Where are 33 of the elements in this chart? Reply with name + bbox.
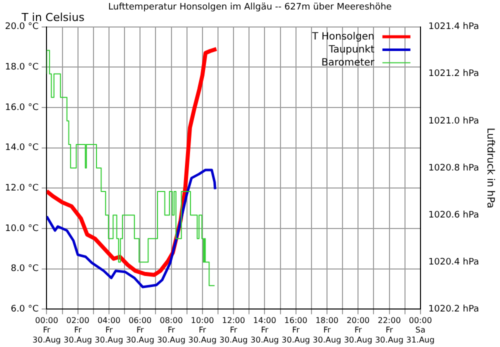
y2-tick-label: 1020.6 hPa <box>428 210 480 220</box>
legend-label: T Honsolgen <box>311 31 374 42</box>
x-tick-label: 14:00 Fr 30.Aug <box>250 316 279 344</box>
x-tick-label: 22:00 Fr 30.Aug <box>375 316 404 344</box>
y-tick-label: 12.0 °C <box>4 184 39 194</box>
x-tick-label: 00:00 Fr 30.Aug <box>32 316 61 344</box>
x-tick-label: 16:00 Fr 30.Aug <box>282 316 310 344</box>
y2-tick-label: 1020.4 hPa <box>428 257 480 268</box>
y-tick-label: 8.0 °C <box>10 264 39 274</box>
y2-tick-label: 1021.2 hPa <box>428 69 480 80</box>
x-tick-label: 08:00 Fr 30.Aug <box>157 316 186 344</box>
y2-tick-label: 1021.4 hPa <box>428 22 480 32</box>
x-tick-label: 10:00 Fr 30.Aug <box>188 316 217 344</box>
y-tick-label: 20.0 °C <box>4 22 39 32</box>
y-tick-label: 18.0 °C <box>4 62 39 72</box>
x-tick-label: 06:00 Fr 30.Aug <box>126 316 154 344</box>
y2-tick-label: 1020.2 hPa <box>428 304 480 315</box>
y-tick-label: 6.0 °C <box>10 304 39 315</box>
x-tick-label: 02:00 Fr 30.Aug <box>64 316 92 344</box>
y-tick-label: 16.0 °C <box>4 102 39 113</box>
legend-label: Taupunkt <box>328 44 374 56</box>
x-tick-label: 04:00 Fr 30.Aug <box>94 316 124 344</box>
x-tick-label: 12:00 Fr 30.Aug <box>219 316 248 344</box>
x-tick-label: 18:00 Fr 30.Aug <box>312 316 342 344</box>
x-tick-label: 20:00 Fr 30.Aug <box>344 316 372 344</box>
x-tick-label: 00:00 Sa 31.Aug <box>406 316 435 344</box>
chart-title: Lufttemperatur Honsolgen im Allgäu -- 627m über Meereshöhe <box>108 2 392 13</box>
y2-tick-label: 1021.0 hPa <box>428 116 480 126</box>
y2-axis-title: Luftdruck in hPa <box>484 128 496 208</box>
y-tick-label: 14.0 °C <box>4 143 39 154</box>
y-tick-label: 10.0 °C <box>4 224 39 234</box>
legend-label: Barometer <box>321 57 376 68</box>
y2-tick-label: 1020.8 hPa <box>428 163 480 174</box>
